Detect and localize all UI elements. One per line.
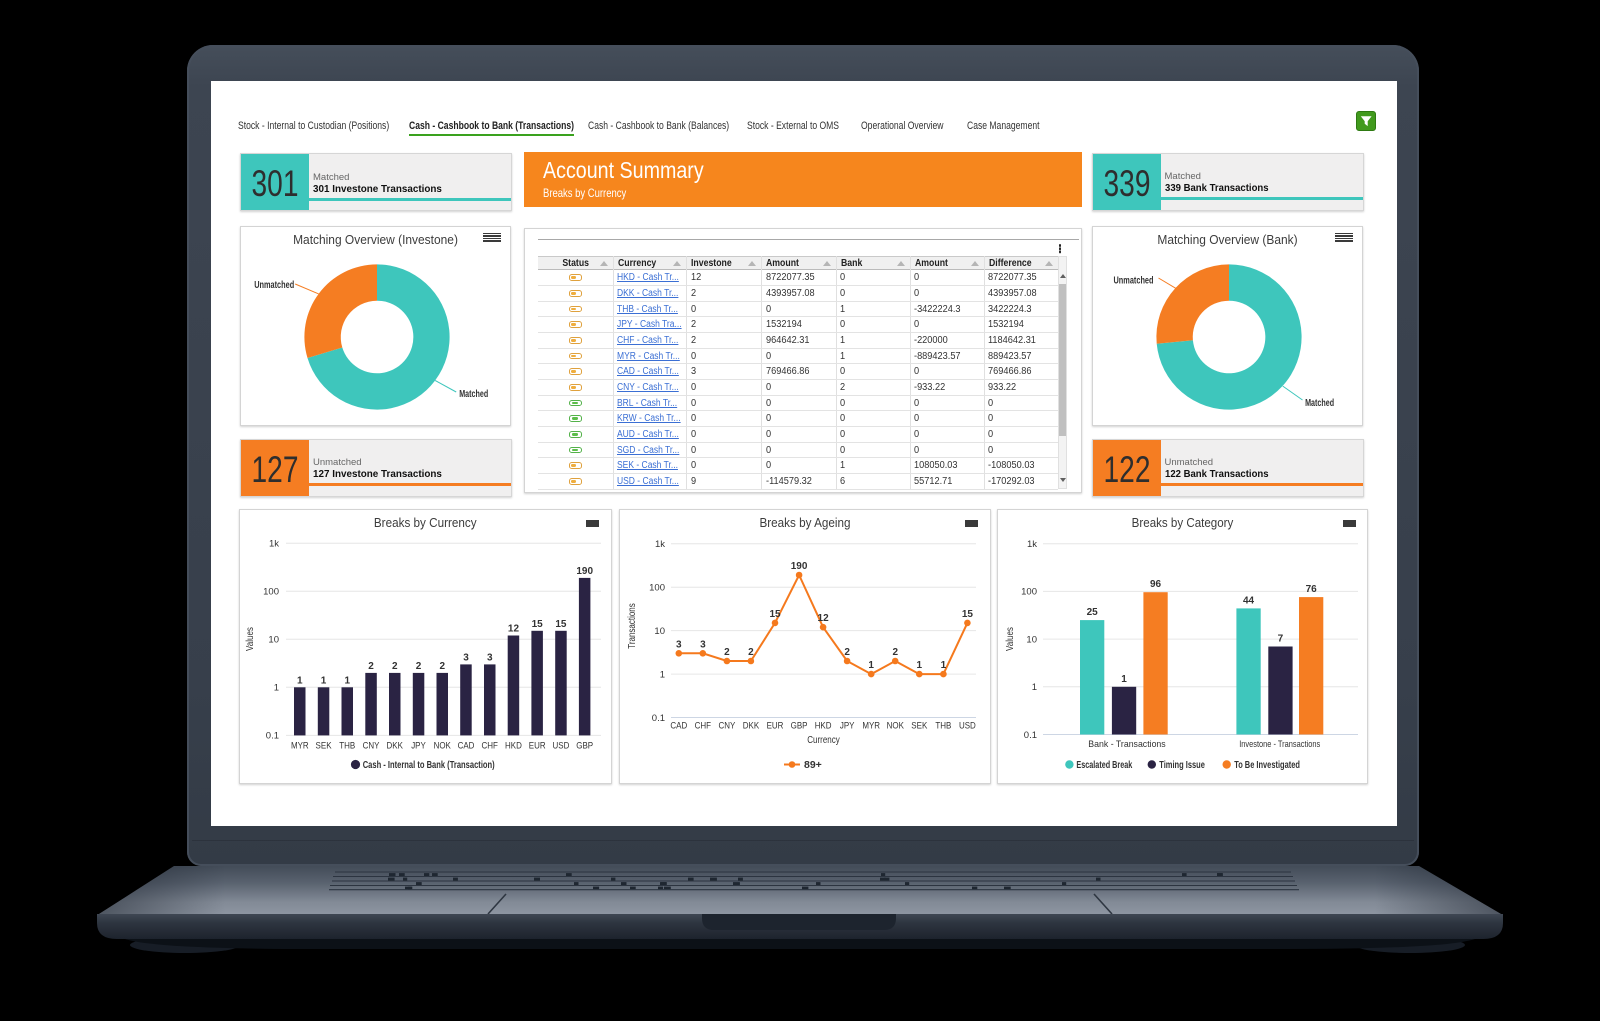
- svg-text:Cash - Internal to Bank (Trans: Cash - Internal to Bank (Transaction): [363, 759, 495, 771]
- svg-text:HKD: HKD: [505, 741, 522, 752]
- svg-text:2: 2: [844, 647, 850, 658]
- svg-text:0.1: 0.1: [1024, 730, 1037, 741]
- svg-text:Bank - Transactions: Bank - Transactions: [1088, 739, 1166, 750]
- svg-text:MYR: MYR: [291, 741, 309, 752]
- svg-text:1: 1: [321, 675, 327, 686]
- svg-text:12: 12: [508, 623, 520, 634]
- svg-text:JPY: JPY: [411, 741, 426, 752]
- svg-text:JPY: JPY: [840, 721, 855, 732]
- svg-text:1: 1: [274, 683, 279, 694]
- svg-text:100: 100: [1021, 587, 1037, 598]
- svg-text:25: 25: [1087, 607, 1099, 618]
- svg-text:1: 1: [297, 675, 303, 686]
- svg-text:USD: USD: [553, 741, 570, 752]
- svg-text:1k: 1k: [269, 539, 279, 550]
- svg-text:EUR: EUR: [529, 741, 546, 752]
- svg-text:10: 10: [268, 635, 279, 646]
- svg-text:1: 1: [1121, 674, 1127, 685]
- svg-text:CNY: CNY: [363, 741, 380, 752]
- svg-text:1: 1: [344, 675, 350, 686]
- svg-text:NOK: NOK: [434, 741, 452, 752]
- svg-text:Transactions: Transactions: [627, 603, 638, 649]
- svg-text:DKK: DKK: [387, 741, 404, 752]
- svg-text:SEK: SEK: [316, 741, 333, 752]
- svg-text:2: 2: [748, 647, 754, 658]
- svg-text:15: 15: [532, 619, 544, 630]
- svg-text:CHF: CHF: [482, 741, 499, 752]
- svg-text:190: 190: [791, 561, 808, 572]
- svg-text:CHF: CHF: [695, 721, 712, 732]
- svg-text:12: 12: [818, 613, 830, 624]
- svg-text:96: 96: [1150, 579, 1162, 590]
- svg-text:GBP: GBP: [576, 741, 593, 752]
- svg-text:Escalated Break: Escalated Break: [1076, 759, 1132, 771]
- svg-text:1: 1: [917, 660, 923, 671]
- svg-text:3: 3: [487, 652, 493, 663]
- svg-text:7: 7: [1278, 633, 1284, 644]
- svg-text:To Be Investigated: To Be Investigated: [1234, 759, 1300, 771]
- svg-text:1: 1: [660, 669, 665, 680]
- svg-text:NOK: NOK: [887, 721, 905, 732]
- svg-text:Unmatched: Unmatched: [254, 280, 294, 291]
- svg-text:2: 2: [439, 661, 445, 672]
- svg-text:1: 1: [941, 660, 947, 671]
- svg-text:1k: 1k: [655, 539, 665, 550]
- svg-text:CNY: CNY: [719, 721, 736, 732]
- svg-text:Matched: Matched: [459, 389, 488, 400]
- svg-text:100: 100: [649, 582, 665, 593]
- svg-text:3: 3: [676, 639, 682, 650]
- svg-text:190: 190: [576, 566, 593, 577]
- svg-text:CAD: CAD: [670, 721, 687, 732]
- svg-text:EUR: EUR: [767, 721, 784, 732]
- svg-text:THB: THB: [339, 741, 355, 752]
- svg-text:89+: 89+: [804, 759, 822, 771]
- svg-text:Unmatched: Unmatched: [1113, 276, 1153, 287]
- svg-text:100: 100: [263, 587, 279, 598]
- svg-text:2: 2: [392, 661, 398, 672]
- svg-text:44: 44: [1243, 595, 1255, 606]
- svg-text:15: 15: [555, 619, 567, 630]
- svg-text:2: 2: [416, 661, 422, 672]
- svg-text:1k: 1k: [1027, 539, 1037, 550]
- svg-text:1: 1: [1032, 682, 1037, 693]
- svg-text:3: 3: [700, 639, 706, 650]
- svg-text:76: 76: [1306, 584, 1318, 595]
- svg-text:Matched: Matched: [1305, 398, 1334, 409]
- svg-text:0.1: 0.1: [266, 731, 279, 742]
- svg-text:3: 3: [463, 652, 469, 663]
- svg-text:THB: THB: [935, 721, 951, 732]
- svg-text:Values: Values: [245, 627, 256, 651]
- svg-text:USD: USD: [959, 721, 976, 732]
- svg-text:CAD: CAD: [458, 741, 475, 752]
- svg-text:0.1: 0.1: [652, 713, 665, 724]
- svg-text:Currency: Currency: [807, 735, 840, 746]
- svg-text:2: 2: [892, 647, 898, 658]
- svg-text:Values: Values: [1005, 627, 1016, 651]
- svg-text:GBP: GBP: [791, 721, 808, 732]
- svg-text:15: 15: [962, 609, 974, 620]
- svg-text:Timing Issue: Timing Issue: [1159, 759, 1205, 771]
- svg-text:2: 2: [724, 647, 730, 658]
- svg-text:2: 2: [368, 661, 374, 672]
- svg-text:HKD: HKD: [815, 721, 832, 732]
- svg-text:Investone - Transactions: Investone - Transactions: [1239, 739, 1320, 750]
- svg-text:1: 1: [868, 660, 874, 671]
- svg-text:10: 10: [654, 626, 665, 637]
- svg-text:SEK: SEK: [911, 721, 928, 732]
- svg-text:15: 15: [769, 609, 781, 620]
- svg-text:10: 10: [1026, 634, 1037, 645]
- svg-text:DKK: DKK: [743, 721, 760, 732]
- svg-text:MYR: MYR: [862, 721, 880, 732]
